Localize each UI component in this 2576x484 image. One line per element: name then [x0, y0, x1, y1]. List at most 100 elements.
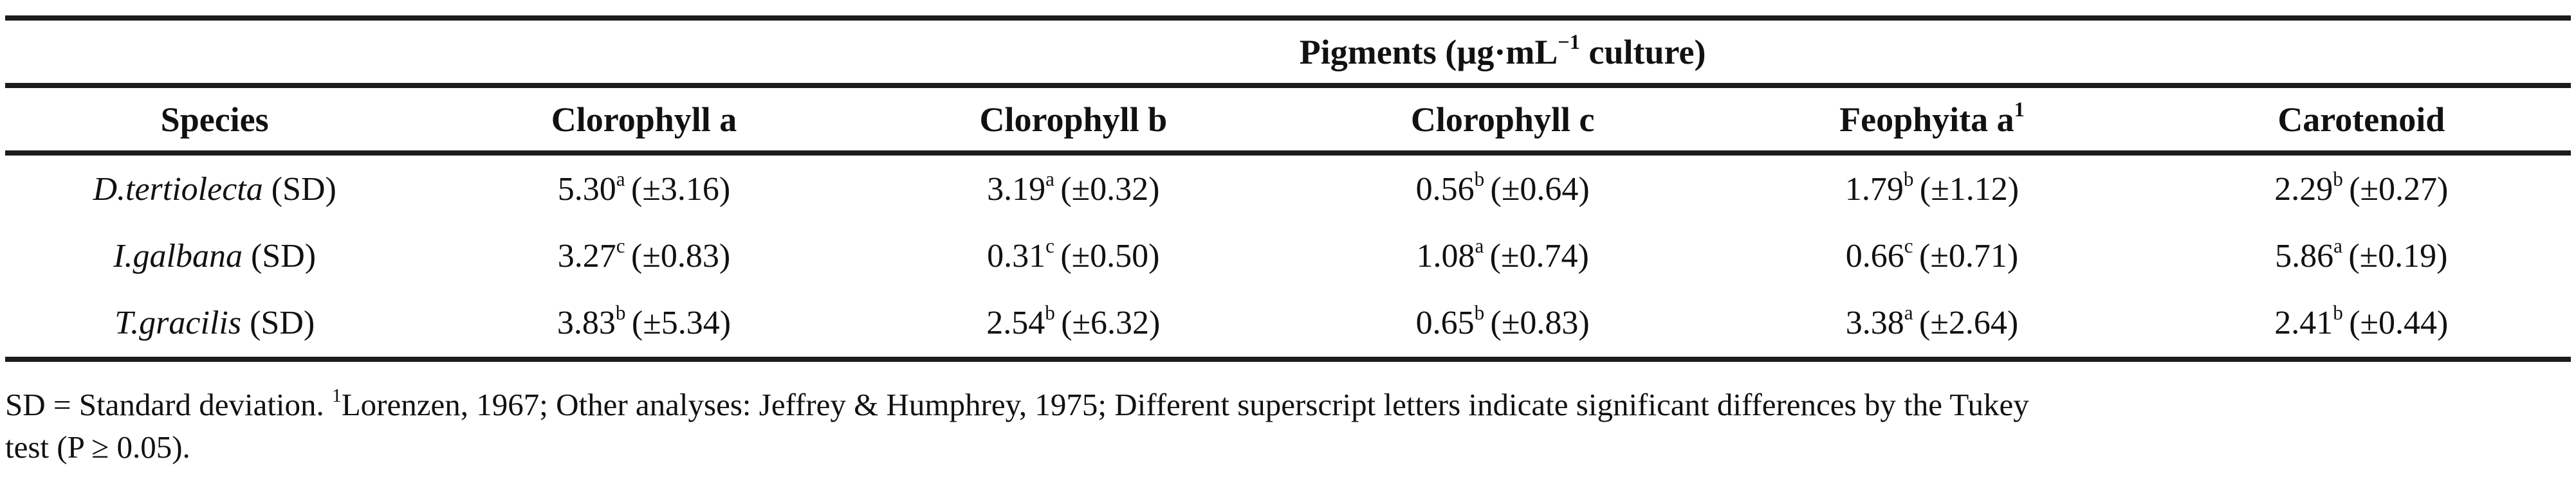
cell-sd: (±0.27)	[2349, 170, 2449, 208]
species-cell: I.galbana (SD)	[0, 237, 429, 275]
cell-value: 2.29	[2274, 170, 2333, 208]
table-cell: 1.08a (±0.74)	[1288, 234, 1717, 275]
cell-sd: (±0.44)	[2349, 305, 2449, 342]
table-cell: 2.29b (±0.27)	[2147, 167, 2576, 208]
cell-superscript: c	[1045, 234, 1054, 257]
cell-superscript: b	[1045, 301, 1055, 325]
species-sd-label: (SD)	[241, 305, 315, 342]
cell-sd: (±0.71)	[1919, 237, 2019, 274]
footnote-text: SD = Standard deviation.	[5, 387, 333, 422]
table-rule-top	[5, 15, 2571, 21]
table-row: T.gracilis (SD) 3.83b (±5.34) 2.54b (±6.32…	[0, 290, 2576, 357]
cell-value: 3.38	[1845, 305, 1904, 342]
cell-superscript: a	[1045, 167, 1054, 190]
cell-sd: (±0.19)	[2348, 237, 2448, 274]
table-body: D.tertiolecta (SD) 5.30a (±3.16) 3.19a (±0…	[0, 156, 2576, 357]
table-cell: 0.66c (±0.71)	[1717, 236, 2146, 275]
cell-value: 0.66	[1845, 237, 1904, 274]
table-cell: 3.38a (±2.64)	[1717, 301, 2146, 342]
column-header-label: Feophyita a	[1839, 100, 2014, 139]
cell-value: 0.65	[1415, 305, 1475, 342]
cell-value: 5.86	[2275, 237, 2334, 274]
table-header-row: Species Clorophyll a Clorophyll b Clorop…	[0, 88, 2576, 150]
table-cell: 2.54b (±6.32)	[859, 301, 1288, 342]
cell-superscript: b	[615, 301, 626, 325]
species-name: T.gracilis	[115, 305, 242, 342]
table-cell: 2.41b (±0.44)	[2147, 301, 2576, 342]
spanner-text-tail: culture)	[1580, 32, 1706, 71]
cell-sd: (±0.50)	[1060, 237, 1160, 274]
cell-value: 3.83	[557, 305, 616, 342]
table-footnote: SD = Standard deviation. 1Lorenzen, 1967…	[5, 384, 2571, 469]
cell-superscript: a	[2333, 234, 2342, 257]
cell-superscript: b	[2333, 167, 2343, 190]
cell-value: 1.08	[1416, 237, 1475, 274]
cell-value: 2.41	[2274, 305, 2333, 342]
cell-sd: (±0.74)	[1489, 237, 1589, 274]
cell-sd: (±5.34)	[631, 305, 731, 342]
column-header-feophyita-a: Feophyita a1	[1717, 98, 2146, 139]
column-header-label: Carotenoid	[2277, 100, 2445, 139]
spanner-superscript: −1	[1558, 30, 1580, 54]
cell-value: 1.79	[1845, 170, 1904, 208]
species-name: D.tertiolecta	[93, 170, 263, 208]
cell-sd: (±0.83)	[631, 237, 731, 274]
table-cell: 0.31c (±0.50)	[859, 234, 1288, 275]
species-sd-label: (SD)	[242, 237, 317, 274]
table-spanner-row: Pigments (µg·mL−1 culture)	[0, 21, 2576, 83]
column-header-chlorophyll-c: Clorophyll c	[1288, 100, 1717, 139]
table-cell: 3.83b (±5.34)	[429, 301, 858, 342]
cell-superscript: a	[1475, 234, 1484, 257]
column-header-superscript: 1	[2014, 98, 2025, 121]
footnote-text: test (P ≥ 0.05).	[5, 429, 190, 465]
footnote-line-1: SD = Standard deviation. 1Lorenzen, 1967…	[5, 384, 2571, 426]
column-header-label: Species	[160, 100, 269, 139]
footnote-line-2: test (P ≥ 0.05).	[5, 426, 2571, 469]
cell-value: 3.27	[557, 237, 616, 274]
table-cell: 3.27c (±0.83)	[429, 234, 858, 275]
cell-superscript: b	[1474, 167, 1485, 190]
cell-superscript: a	[616, 167, 625, 190]
cell-sd: (±3.16)	[631, 170, 731, 208]
spanner-text: Pigments (µg·mL	[1299, 32, 1558, 71]
cell-sd: (±2.64)	[1919, 305, 2019, 342]
column-header-label: Clorophyll a	[551, 100, 737, 139]
species-cell: T.gracilis (SD)	[0, 304, 429, 342]
table-row: D.tertiolecta (SD) 5.30a (±3.16) 3.19a (±0…	[0, 156, 2576, 222]
table-cell: 3.19a (±0.32)	[859, 167, 1288, 208]
footnote-text: Lorenzen, 1967; Other analyses: Jeffrey …	[341, 387, 2029, 422]
cell-sd: (±1.12)	[1919, 170, 2019, 208]
table-row: I.galbana (SD) 3.27c (±0.83) 0.31c (±0.50)…	[0, 222, 2576, 289]
cell-superscript: a	[1904, 301, 1913, 325]
cell-value: 3.19	[987, 170, 1046, 208]
column-header-label: Clorophyll c	[1410, 100, 1595, 139]
cell-superscript: c	[616, 234, 625, 257]
table-cell: 5.86a (±0.19)	[2147, 234, 2576, 275]
cell-superscript: b	[1474, 301, 1485, 325]
cell-sd: (±6.32)	[1061, 305, 1161, 342]
table-cell: 5.30a (±3.16)	[429, 167, 858, 208]
table-rule-under-spanner	[5, 83, 2571, 88]
species-cell: D.tertiolecta (SD)	[0, 170, 429, 208]
column-header-chlorophyll-b: Clorophyll b	[859, 100, 1288, 139]
species-sd-label: (SD)	[262, 170, 336, 208]
cell-value: 0.56	[1415, 170, 1475, 208]
cell-superscript: b	[2333, 301, 2343, 325]
table-cell: 0.65b (±0.83)	[1288, 301, 1717, 342]
cell-sd: (±0.83)	[1490, 305, 1590, 342]
footnote-superscript: 1	[332, 386, 342, 407]
cell-value: 0.31	[987, 237, 1046, 274]
table-cell: 0.56b (±0.64)	[1288, 167, 1717, 208]
column-header-label: Clorophyll b	[979, 100, 1168, 139]
column-header-species: Species	[0, 100, 429, 139]
cell-sd: (±0.32)	[1060, 170, 1160, 208]
cell-value: 2.54	[986, 305, 1045, 342]
cell-superscript: b	[1903, 167, 1914, 190]
table-rule-bottom	[5, 357, 2571, 362]
column-header-chlorophyll-a: Clorophyll a	[429, 100, 858, 139]
table-spanner-heading: Pigments (µg·mL−1 culture)	[429, 30, 2576, 72]
cell-sd: (±0.64)	[1490, 170, 1590, 208]
column-header-carotenoid: Carotenoid	[2147, 100, 2576, 139]
table-rule-under-header	[5, 150, 2571, 156]
